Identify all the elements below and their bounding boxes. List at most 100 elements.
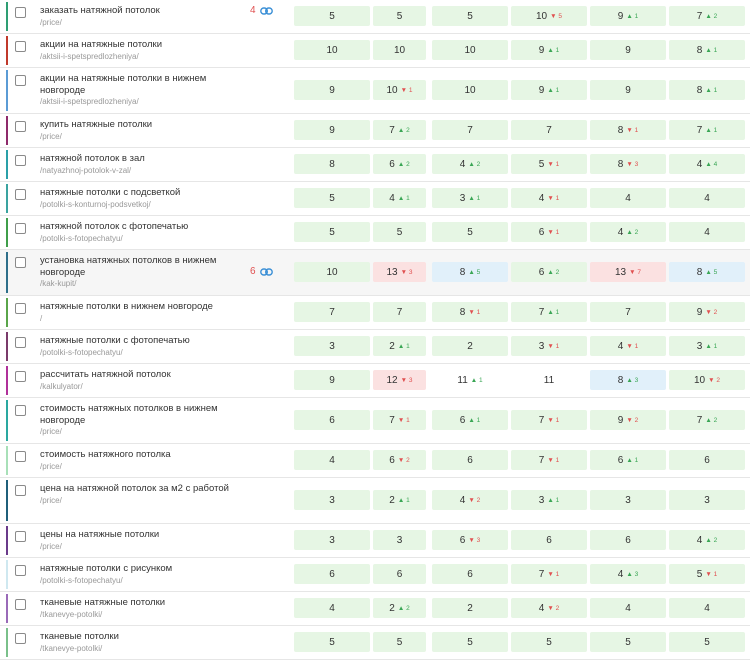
position-cell[interactable]: 4 ▲ 2 (669, 530, 745, 550)
position-cell[interactable]: 7 ▲ 2 (669, 6, 745, 26)
keyword-url[interactable]: /price/ (40, 17, 62, 27)
keyword-text[interactable]: натяжные потолки с подсветкой (40, 187, 181, 198)
keyword-url[interactable]: /natyazhnoj-potolok-v-zal/ (40, 165, 132, 175)
position-cell[interactable]: 4 ▼ 2 (432, 490, 508, 510)
position-cell[interactable]: 6 ▲ 2 (511, 262, 587, 282)
keyword-text[interactable]: купить натяжные потолки (40, 119, 153, 130)
position-cell[interactable]: 6 (590, 530, 666, 550)
position-cell[interactable]: 6 (294, 410, 370, 430)
keyword-text[interactable]: акции на натяжные потолки (40, 39, 163, 50)
row-checkbox[interactable] (15, 531, 26, 542)
position-cell[interactable]: 10 ▼ 2 (669, 370, 745, 390)
keyword-text[interactable]: установка натяжных потолков в нижнем нов… (40, 255, 217, 278)
position-cell[interactable]: 7 ▲ 2 (669, 410, 745, 430)
position-cell[interactable]: 2 ▲ 2 (373, 598, 426, 618)
row-checkbox[interactable] (15, 633, 26, 644)
keyword-url[interactable]: /price/ (40, 131, 62, 141)
position-cell[interactable]: 4 ▲ 3 (590, 564, 666, 584)
position-cell[interactable]: 4 (590, 598, 666, 618)
row-checkbox[interactable] (15, 405, 26, 416)
position-cell[interactable]: 13 ▼ 3 (373, 262, 426, 282)
position-cell[interactable]: 2 ▲ 1 (373, 336, 426, 356)
position-cell[interactable]: 3 (590, 490, 666, 510)
keyword-text[interactable]: цены на натяжные потолки (40, 529, 160, 540)
row-checkbox[interactable] (15, 565, 26, 576)
position-cell[interactable]: 3 (294, 490, 370, 510)
position-cell[interactable]: 4 (669, 188, 745, 208)
position-cell[interactable]: 3 ▲ 1 (669, 336, 745, 356)
position-cell[interactable]: 8 (294, 154, 370, 174)
position-cell[interactable]: 6 (432, 450, 508, 470)
position-cell[interactable]: 3 (294, 336, 370, 356)
position-cell[interactable]: 9 ▼ 2 (669, 302, 745, 322)
row-checkbox[interactable] (15, 337, 26, 348)
position-cell[interactable]: 6 ▼ 1 (511, 222, 587, 242)
position-cell[interactable]: 7 (294, 302, 370, 322)
position-cell[interactable]: 3 (294, 530, 370, 550)
row-checkbox[interactable] (15, 7, 26, 18)
keyword-text[interactable]: цена на натяжной потолок за м2 с работой (40, 483, 229, 494)
position-cell[interactable]: 8 ▼ 1 (590, 120, 666, 140)
row-checkbox[interactable] (15, 451, 26, 462)
position-cell[interactable]: 6 (432, 564, 508, 584)
row-checkbox[interactable] (15, 257, 26, 268)
row-checkbox[interactable] (15, 155, 26, 166)
position-cell[interactable]: 9 (294, 370, 370, 390)
position-cell[interactable]: 11 ▲ 1 (432, 370, 508, 390)
row-checkbox[interactable] (15, 485, 26, 496)
position-cell[interactable]: 4 (294, 598, 370, 618)
keyword-url[interactable]: /potolki-s-fotopechatyu/ (40, 347, 123, 357)
position-cell[interactable]: 8 ▲ 5 (432, 262, 508, 282)
keyword-url[interactable]: /price/ (40, 495, 62, 505)
position-cell[interactable]: 4 (669, 222, 745, 242)
keyword-text[interactable]: натяжные потолки с фотопечатью (40, 335, 190, 346)
position-cell[interactable]: 10 (432, 80, 508, 100)
position-cell[interactable]: 6 ▲ 1 (590, 450, 666, 470)
position-cell[interactable]: 6 (294, 564, 370, 584)
position-cell[interactable]: 10 ▼ 5 (511, 6, 587, 26)
position-cell[interactable]: 10 ▼ 1 (373, 80, 426, 100)
position-cell[interactable]: 5 (373, 222, 426, 242)
position-cell[interactable]: 6 (373, 564, 426, 584)
position-cell[interactable]: 4 ▲ 2 (432, 154, 508, 174)
position-cell[interactable]: 4 (294, 450, 370, 470)
position-cell[interactable]: 4 ▼ 2 (511, 598, 587, 618)
keyword-url[interactable]: /price/ (40, 427, 62, 436)
position-cell[interactable]: 6 ▲ 1 (432, 410, 508, 430)
keyword-text[interactable]: тканевые потолки (40, 631, 119, 642)
position-cell[interactable]: 4 ▼ 1 (590, 336, 666, 356)
position-cell[interactable]: 5 (373, 632, 426, 652)
position-cell[interactable]: 8 ▲ 5 (669, 262, 745, 282)
position-cell[interactable]: 3 ▲ 1 (432, 188, 508, 208)
position-cell[interactable]: 10 (432, 40, 508, 60)
position-cell[interactable]: 9 (294, 120, 370, 140)
links-count[interactable]: 4 (250, 5, 273, 16)
position-cell[interactable]: 5 ▼ 1 (669, 564, 745, 584)
position-cell[interactable]: 5 (294, 188, 370, 208)
row-checkbox[interactable] (15, 75, 26, 86)
position-cell[interactable]: 6 ▼ 3 (432, 530, 508, 550)
position-cell[interactable]: 4 ▲ 2 (590, 222, 666, 242)
position-cell[interactable]: 11 (511, 370, 587, 390)
keyword-url[interactable]: /potolki-s-fotopechatyu/ (40, 575, 123, 585)
position-cell[interactable]: 2 ▲ 1 (373, 490, 426, 510)
keyword-text[interactable]: тканевые натяжные потолки (40, 597, 166, 608)
keyword-text[interactable]: стоимость натяжного потолка (40, 449, 171, 460)
row-checkbox[interactable] (15, 599, 26, 610)
position-cell[interactable]: 5 ▼ 1 (511, 154, 587, 174)
keyword-url[interactable]: /kak-kupit/ (40, 279, 77, 288)
keyword-url[interactable]: /aktsii-i-spetspredlozheniya/ (40, 97, 139, 106)
position-cell[interactable]: 7 (373, 302, 426, 322)
position-cell[interactable]: 5 (511, 632, 587, 652)
position-cell[interactable]: 8 ▲ 1 (669, 40, 745, 60)
keyword-text[interactable]: натяжные потолки в нижнем новгороде (40, 301, 213, 312)
row-checkbox[interactable] (15, 303, 26, 314)
position-cell[interactable]: 5 (432, 222, 508, 242)
position-cell[interactable]: 12 ▼ 3 (373, 370, 426, 390)
position-cell[interactable]: 6 (669, 450, 745, 470)
row-checkbox[interactable] (15, 371, 26, 382)
keyword-url[interactable]: /potolki-s-konturnoj-podsvetkoj/ (40, 199, 151, 209)
position-cell[interactable]: 5 (373, 6, 426, 26)
keyword-text[interactable]: стоимость натяжных потолков в нижнем нов… (40, 403, 218, 426)
position-cell[interactable]: 9 ▲ 1 (511, 40, 587, 60)
